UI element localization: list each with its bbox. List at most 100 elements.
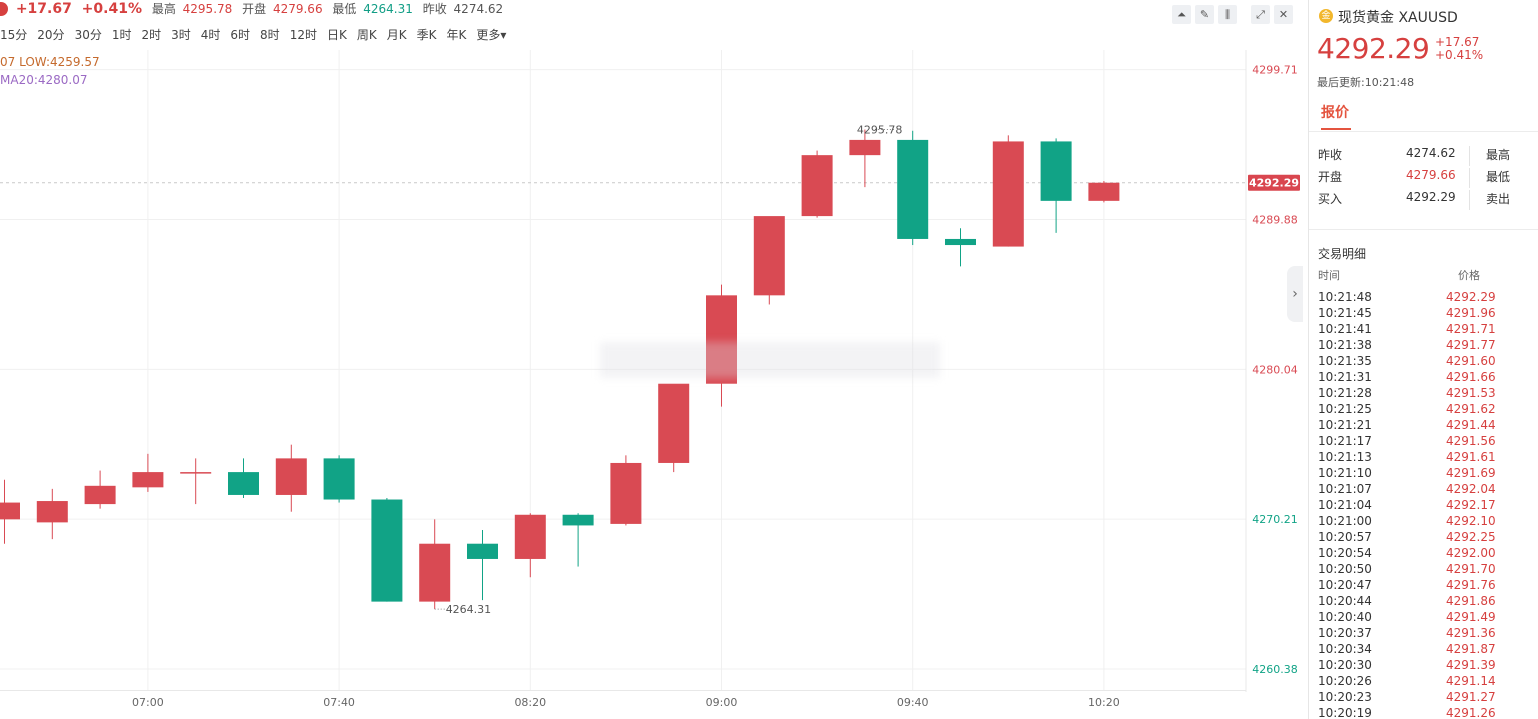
trades-header-time: 时间 [1318, 269, 1340, 282]
trade-price: 4291.69 [1446, 466, 1496, 480]
trade-row: 10:21:07 4292.04 [1309, 482, 1538, 498]
period-option[interactable]: 6时 [230, 28, 251, 42]
change-pct: +0.41% [81, 0, 142, 17]
trade-time: 10:20:57 [1318, 530, 1372, 544]
trade-price: 4291.36 [1446, 626, 1496, 640]
period-option[interactable]: 更多▾ [476, 28, 507, 42]
trade-price: 4291.77 [1446, 338, 1496, 352]
period-option[interactable]: 月K [386, 28, 407, 42]
candle-body [801, 155, 833, 217]
trade-price: 4291.44 [1446, 418, 1496, 432]
symbol-name: 现货黄金 XAUUSD [1338, 10, 1458, 26]
period-option[interactable]: 日K [326, 28, 347, 42]
price-summary-bar: +17.67 +0.41% 最高 4295.78 开盘 4279.66 最低 4… [0, 0, 1300, 22]
y-tick-label: 4289.88 [1252, 213, 1298, 226]
candle-body [1040, 141, 1072, 201]
candle-body [514, 514, 546, 559]
y-tick-label: 4260.38 [1252, 663, 1298, 676]
period-option[interactable]: 1时 [111, 28, 132, 42]
trade-price: 4292.04 [1446, 482, 1496, 496]
change-pct-panel: +0.41% [1435, 48, 1484, 62]
candle-body [849, 139, 881, 156]
draw-tool-icon[interactable]: ✎ [1195, 5, 1214, 24]
last-updated: 最后更新:10:21:48 [1317, 76, 1415, 89]
trade-time: 10:20:34 [1318, 642, 1372, 656]
trade-time: 10:20:50 [1318, 562, 1372, 576]
period-option[interactable]: 4时 [200, 28, 221, 42]
tab-quote[interactable]: 报价 [1321, 105, 1349, 121]
fullscreen-icon[interactable]: ⤢ [1251, 5, 1270, 24]
trade-time: 10:21:00 [1318, 514, 1372, 528]
trade-row: 10:20:57 4292.25 [1309, 530, 1538, 546]
quote-label: 卖出 [1486, 192, 1511, 206]
y-tick-label: 4280.04 [1252, 363, 1298, 376]
quote-row: 买入 4292.29 卖出 [1309, 190, 1538, 210]
period-option[interactable]: 3时 [171, 28, 191, 42]
period-option[interactable]: 12时 [289, 28, 317, 42]
trade-row: 10:21:38 4291.77 [1309, 338, 1538, 354]
period-option[interactable]: 年K [446, 28, 467, 42]
chevron-right-icon: › [1292, 286, 1298, 302]
x-tick-label: 10:20 [1088, 696, 1120, 709]
trade-time: 10:21:07 [1318, 482, 1372, 496]
x-tick-label: 08:20 [514, 696, 546, 709]
candle-body [945, 238, 976, 246]
divider [1309, 229, 1538, 230]
x-tick-label: 09:00 [706, 696, 738, 709]
trade-row: 10:21:35 4291.60 [1309, 354, 1538, 370]
trade-time: 10:20:26 [1318, 674, 1372, 688]
quote-value: 4274.62 [1406, 146, 1456, 160]
x-tick-label: 09:40 [897, 696, 929, 709]
last-price: 4292.29 [1317, 32, 1430, 65]
close-icon[interactable]: ✕ [1274, 5, 1293, 24]
trade-row: 10:21:04 4292.17 [1309, 498, 1538, 514]
trade-time: 10:20:47 [1318, 578, 1372, 592]
period-option[interactable]: 季K [416, 28, 437, 42]
trade-row: 10:20:30 4291.39 [1309, 658, 1538, 674]
period-option[interactable]: 20分 [37, 28, 65, 42]
trade-time: 10:21:21 [1318, 418, 1372, 432]
period-option[interactable]: 30分 [74, 28, 102, 42]
candle-body [658, 383, 690, 463]
trade-row: 10:21:45 4291.96 [1309, 306, 1538, 322]
low-annotation: 4264.31 [446, 603, 492, 616]
line-tool-icon[interactable]: ⏶ [1172, 5, 1191, 24]
trade-time: 10:21:45 [1318, 306, 1372, 320]
x-tick-label: 07:00 [132, 696, 164, 709]
x-tick-label: 07:40 [323, 696, 355, 709]
trade-time: 10:20:40 [1318, 610, 1372, 624]
collapse-panel-button[interactable]: › [1287, 266, 1303, 322]
candle-body [562, 514, 594, 526]
quote-value: 4292.29 [1406, 190, 1456, 204]
quote-label: 开盘 [1318, 170, 1343, 184]
period-option[interactable]: 周K [356, 28, 377, 42]
candle-body [753, 216, 785, 296]
period-selector: 15分 20分 30分 1时 2时 3时 4时 6时 8时 12时 日K 周K 月K 季K 年K 更多▾ [0, 26, 516, 44]
quote-label: 买入 [1318, 192, 1343, 206]
divider [1469, 190, 1470, 210]
trade-time: 10:21:31 [1318, 370, 1372, 384]
trade-time: 10:20:30 [1318, 658, 1372, 672]
dot-icon [0, 1, 8, 16]
candlestick-chart[interactable]: 4299.71 4289.88 4280.04 4270.21 4260.38 07:00… [0, 0, 1300, 719]
trade-price: 4291.66 [1446, 370, 1496, 384]
trade-price: 4291.76 [1446, 578, 1496, 592]
indicator-icon[interactable]: ⫼ [1218, 5, 1237, 24]
change-abs-panel: +17.67 [1435, 35, 1480, 49]
trade-price: 4291.49 [1446, 610, 1496, 624]
prev-close-label: 昨收 [422, 2, 447, 16]
trade-price: 4291.71 [1446, 322, 1496, 336]
prev-close-value: 4274.62 [453, 1, 504, 16]
trade-row: 10:21:28 4291.53 [1309, 386, 1538, 402]
trade-time: 10:20:19 [1318, 706, 1372, 719]
period-option[interactable]: 2时 [141, 28, 162, 42]
candle-body [132, 472, 164, 488]
trade-row: 10:21:13 4291.61 [1309, 450, 1538, 466]
divider [1469, 168, 1470, 188]
period-option[interactable]: 15分 [0, 28, 28, 42]
quote-row: 昨收 4274.62 最高 [1309, 146, 1538, 166]
change-abs: +17.67 [15, 0, 72, 17]
period-option[interactable]: 8时 [260, 28, 280, 42]
trade-price: 4291.62 [1446, 402, 1496, 416]
quote-value: 4279.66 [1406, 168, 1456, 182]
